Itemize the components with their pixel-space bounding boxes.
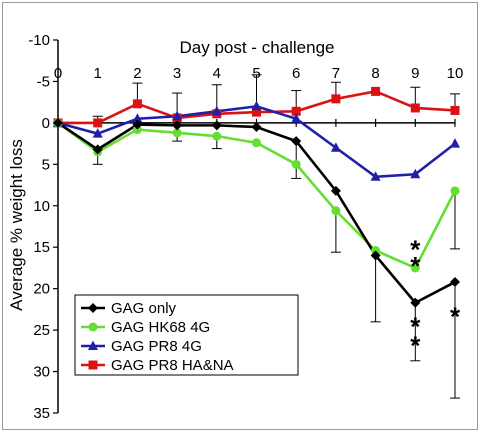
data-point-gag-hk68-4g [172,128,182,138]
x-tick-label: 0 [54,65,62,82]
x-tick-label: 9 [411,65,419,82]
data-point-gag-pr8-4g [330,142,341,152]
data-point-gag-pr8-ha-na [132,99,142,109]
data-point-gag-pr8-ha-na [410,103,420,113]
data-point-gag-hk68-4g [410,263,420,273]
data-point-gag-pr8-ha-na [450,105,460,115]
data-point-gag-only [330,185,341,196]
data-point-gag-hk68-4g [450,186,460,196]
data-point-gag-pr8-4g [251,100,262,111]
x-tick-label: 5 [252,65,260,82]
legend: GAG only GAG HK68 4G GAG PR8 4G GAG PR8 HA&… [74,294,299,376]
data-point-gag-hk68-4g [291,159,301,169]
legend-label-gag-hk68-4g: GAG HK68 4G [111,319,210,336]
x-tick-label: 2 [133,65,141,82]
legend-marker-gag-only [88,303,98,313]
data-point-gag-only [450,277,460,288]
x-tick-label: 10 [447,65,464,82]
y-tick-label: 20 [33,281,50,298]
data-point-gag-pr8-4g [132,113,143,123]
legend-label-gag-pr8-4g: GAG PR8 4G [111,338,202,355]
y-tick-label: -5 [37,73,50,90]
data-point-gag-pr8-4g [92,128,103,138]
legend-box [74,294,299,376]
data-point-gag-pr8-4g [450,138,460,148]
data-point-gag-only [211,120,222,131]
legend-label-gag-pr8-ha-na: GAG PR8 HA&NA [111,357,234,374]
data-point-gag-pr8-ha-na [371,86,381,96]
data-point-gag-only [132,119,143,130]
significance-asterisk: * [410,312,421,342]
data-point-gag-only [291,136,302,147]
y-tick-label: 10 [33,198,50,215]
legend-marker-gag-pr8-4g [88,340,98,350]
significance-asterisk: * [410,235,421,265]
y-tick-label: -10 [28,32,50,49]
series-line-gag-only [57,121,456,305]
data-point-gag-pr8-4g [370,171,381,181]
x-axis-title: Day post - challenge [180,38,335,57]
y-tick-label: 30 [33,364,50,381]
legend-marker-gag-hk68-4g [88,322,98,332]
data-point-gag-hk68-4g [212,131,222,141]
x-tick-label: 6 [292,65,300,82]
data-point-gag-hk68-4g [331,206,341,216]
series-markers [53,86,460,308]
data-point-gag-pr8-ha-na [291,106,301,116]
data-point-gag-pr8-4g [291,113,302,123]
y-tick-label: 0 [42,115,50,132]
data-point-gag-pr8-ha-na [252,107,261,117]
y-tick-label: 25 [33,322,50,339]
x-tick-label: 7 [332,65,340,82]
legend-marker-gag-pr8-ha-na [88,360,98,370]
y-axis-title: Average % weight loss [7,139,26,311]
x-tick-label: 1 [94,65,102,82]
data-point-gag-only [410,297,421,308]
y-tick-label: 5 [42,156,50,173]
legend-label-gag-only: GAG only [111,300,177,317]
x-tick-label: 4 [213,65,221,82]
significance-asterisk: * [410,331,421,361]
data-point-gag-only [370,250,381,261]
data-point-gag-pr8-4g [172,110,183,121]
x-tick-label: 3 [173,65,181,82]
significance-asterisk: * [450,302,461,332]
data-point-gag-only [172,120,183,131]
data-point-gag-pr8-ha-na [331,94,341,104]
y-tick-label: 35 [33,405,50,422]
data-point-gag-hk68-4g [252,138,261,148]
data-point-gag-pr8-4g [211,105,222,116]
y-tick-label: 15 [33,239,50,256]
x-tick-label: 8 [371,65,379,82]
data-point-gag-only [53,117,63,128]
data-point-gag-pr8-4g [410,168,421,179]
significance-asterisk: * [410,251,421,281]
data-point-gag-pr8-ha-na [93,118,103,128]
significance-annotations: ***** [410,235,461,361]
data-point-gag-only [92,144,103,155]
data-point-gag-only [251,122,262,133]
